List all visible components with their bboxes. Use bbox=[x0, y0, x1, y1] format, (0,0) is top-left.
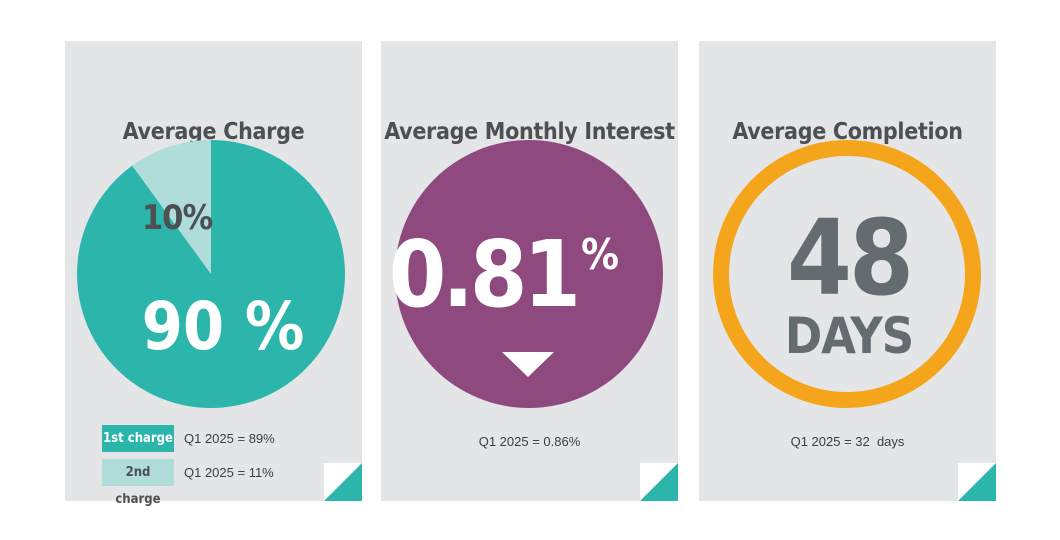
corner-fold-icon bbox=[640, 463, 678, 501]
pie-chart: 90 % 10% bbox=[76, 140, 345, 408]
card-average-completion: Average Completion 48 DAYS Q1 2025 = 32 … bbox=[699, 41, 996, 501]
legend-swatch-1st-charge: 1st charge bbox=[102, 425, 174, 452]
completion-unit: DAYS bbox=[785, 307, 913, 365]
pie-label-1st-charge: 90 % bbox=[142, 288, 305, 365]
legend-note-2nd-charge: Q1 2025 = 11% bbox=[184, 465, 274, 480]
card-interest-rate: Average Monthly Interest Rate 0.81 % Q1 … bbox=[381, 41, 678, 501]
interest-rate-circle bbox=[395, 140, 663, 408]
completion-note: Q1 2025 = 32 days bbox=[790, 434, 905, 449]
corner-fold-icon bbox=[324, 463, 362, 501]
completion-value: 48 bbox=[787, 197, 911, 319]
legend-swatch-2nd-charge: 2nd charge bbox=[102, 459, 174, 507]
interest-rate-disc: 0.81 % bbox=[389, 140, 663, 408]
interest-rate-value: 0.81 bbox=[389, 221, 577, 328]
card-average-charge: Average Charge 90 % 10% 1st charge Q1 202… bbox=[65, 41, 362, 507]
completion-ring: 48 DAYS bbox=[713, 140, 981, 408]
pie-label-2nd-charge: 10% bbox=[142, 198, 213, 238]
legend-note-1st-charge: Q1 2025 = 89% bbox=[184, 431, 275, 446]
interest-rate-unit: % bbox=[581, 230, 619, 279]
interest-rate-note: Q1 2025 = 0.86% bbox=[478, 434, 581, 449]
pie-slice-1st-charge bbox=[76, 140, 345, 408]
pie-slice-2nd-charge bbox=[132, 140, 211, 274]
trend-down-arrow-icon bbox=[502, 352, 554, 377]
corner-fold-icon bbox=[958, 463, 996, 501]
completion-ring-circle bbox=[713, 140, 981, 408]
